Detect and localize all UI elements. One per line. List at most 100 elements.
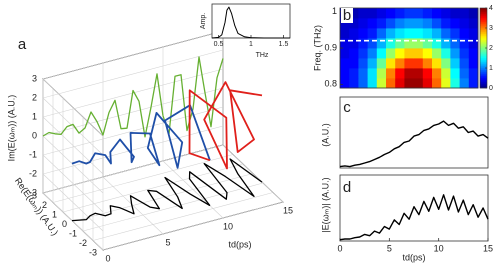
z-tick-label: -1: [29, 149, 37, 159]
heat-cell: [395, 68, 405, 79]
heat-cell: [468, 78, 479, 89]
colorbar-slice: [480, 52, 487, 55]
trajectory: [71, 104, 211, 169]
x-tick-label: 10: [434, 243, 444, 253]
z-tick-label: 1: [32, 111, 37, 121]
x-tick-label: 15: [483, 243, 493, 253]
heat-cell: [349, 58, 359, 69]
heat-cell: [450, 18, 460, 29]
heat-cell: [413, 78, 424, 89]
heat-cell: [450, 78, 460, 89]
heat-cell: [413, 28, 424, 39]
colorbar-slice: [480, 42, 487, 45]
heat-cell: [468, 28, 479, 39]
heat-cell: [376, 18, 387, 29]
heat-cell: [468, 18, 479, 29]
colorbar-slice: [480, 46, 487, 49]
heat-cell: [358, 78, 368, 89]
heat-cell: [441, 78, 451, 89]
colorbar-slice: [480, 82, 487, 85]
im-projection: [162, 56, 224, 135]
colorbar-slice: [480, 60, 487, 63]
grid-line: [42, 49, 224, 99]
colorbar-tick-label: 2: [489, 45, 493, 52]
colorbar-slice: [480, 20, 487, 23]
heat-cell: [367, 18, 378, 29]
colorbar-slice: [480, 26, 487, 29]
heat-cell: [432, 78, 442, 89]
heat-cell: [468, 48, 479, 59]
heat-cell: [395, 18, 405, 29]
y-tick-label: -1: [69, 228, 77, 238]
y-tick-label: -3: [89, 247, 97, 257]
heat-cell: [386, 48, 396, 59]
heat-cell: [386, 28, 396, 39]
grid-line: [72, 173, 254, 222]
colorbar-slice: [480, 36, 487, 39]
y-tick-label: 0: [62, 219, 67, 229]
colorbar-slice: [480, 40, 487, 43]
colorbar-slice: [480, 56, 487, 59]
colorbar-slice: [480, 78, 487, 81]
heat-cell: [386, 78, 396, 89]
heat-cell: [404, 38, 414, 49]
heat-cell: [395, 48, 405, 59]
colorbar-slice: [480, 72, 487, 75]
z-tick-label: -3: [29, 187, 37, 197]
heat-cell: [450, 48, 460, 59]
heat-cell: [459, 58, 470, 69]
x-tick-label: 1.5: [279, 41, 289, 48]
heat-cell: [432, 48, 442, 59]
heat-cell: [340, 58, 350, 69]
heat-cell: [386, 38, 396, 49]
colorbar-slice: [480, 16, 487, 19]
heat-cell: [459, 38, 470, 49]
heat-cell: [404, 68, 414, 79]
y-axis-label: (A.U.): [320, 123, 330, 147]
x-axis-label: td(ps): [228, 239, 251, 249]
colorbar-slice: [480, 18, 487, 21]
heat-cell: [450, 38, 460, 49]
y-tick-label: 0.8: [324, 79, 337, 89]
colorbar-slice: [480, 44, 487, 47]
heat-cell: [413, 18, 424, 29]
colorbar-tick-label: 1: [489, 65, 493, 72]
colorbar-slice: [480, 12, 487, 15]
colorbar-slice: [480, 22, 487, 25]
heat-cell: [349, 8, 359, 19]
heat-cell: [422, 78, 433, 89]
heat-cell: [450, 68, 460, 79]
heat-cell: [349, 48, 359, 59]
colorbar-slice: [480, 58, 487, 61]
heat-cell: [395, 28, 405, 39]
heat-cell: [349, 78, 359, 89]
z-tick-label: 3: [32, 73, 37, 83]
colorbar-slice: [480, 62, 487, 65]
heat-cell: [340, 38, 350, 49]
heat-cell: [386, 8, 396, 19]
heat-cell: [413, 8, 424, 19]
heat-cell: [340, 28, 350, 39]
y-tick-label: 0.9: [324, 42, 337, 52]
heat-cell: [376, 48, 387, 59]
heat-cell: [340, 18, 350, 29]
heat-cell: [459, 68, 470, 79]
y-axis-label: |E(ωₘ)| (A.U.): [320, 177, 330, 232]
heat-cell: [376, 28, 387, 39]
heat-cell: [441, 38, 451, 49]
heat-cell: [395, 78, 405, 89]
heat-cell: [450, 8, 460, 19]
heat-cell: [441, 48, 451, 59]
colorbar-slice: [480, 24, 487, 27]
x-tick-label: 5: [387, 243, 392, 253]
colorbar-slice: [480, 70, 487, 73]
z-tick-label: -2: [29, 168, 37, 178]
y-axis-label: Amp.: [200, 13, 207, 29]
colorbar-slice: [480, 50, 487, 53]
colorbar-slice: [480, 38, 487, 41]
colorbar-slice: [480, 64, 487, 67]
heat-cell: [422, 28, 433, 39]
y-tick-label: 3: [32, 190, 37, 200]
z-tick-label: 0: [32, 130, 37, 140]
